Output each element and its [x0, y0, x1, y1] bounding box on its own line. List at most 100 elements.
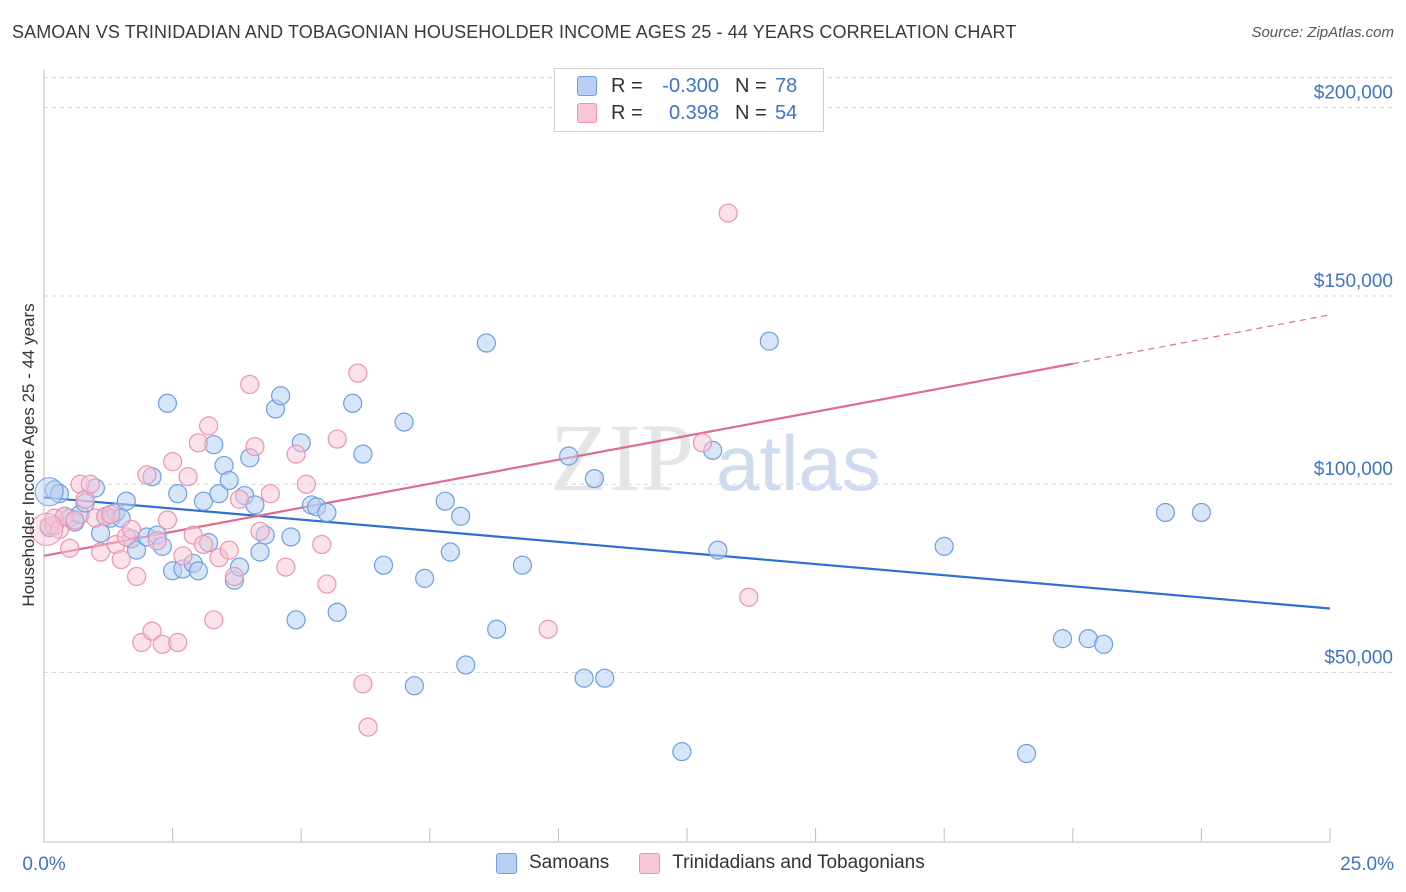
trinidadian-trend-extension — [1072, 314, 1331, 365]
watermark-atlas: atlas — [716, 419, 881, 507]
trinidadian-point — [142, 621, 162, 641]
samoan-point — [759, 331, 779, 351]
samoan-point — [373, 555, 394, 575]
samoan-point — [1016, 743, 1037, 764]
watermark: ZIP atlas — [550, 404, 881, 511]
trinidadian-point — [157, 510, 178, 530]
trinidadian-point — [163, 452, 183, 472]
samoan-point — [1052, 629, 1073, 649]
samoan-point — [934, 536, 954, 556]
samoan-point — [487, 619, 507, 639]
trinidadian-point — [229, 489, 250, 509]
samoan-point — [476, 333, 496, 353]
samoan-point — [584, 468, 605, 489]
x-tick-label: 25.0% — [1340, 854, 1394, 875]
samoan-point — [456, 655, 476, 675]
trinidadian-point — [240, 374, 260, 395]
samoan-point — [168, 484, 188, 504]
chart-title: SAMOAN VS TRINIDADIAN AND TOBAGONIAN HOU… — [12, 22, 1017, 42]
trinidadian-point — [60, 538, 80, 558]
trinidadian-point — [90, 542, 111, 562]
legend-label-trinidadians: Trinidadians and Tobagonians — [672, 852, 925, 873]
samoan-point — [512, 555, 532, 575]
trinidadian-point — [188, 433, 208, 453]
r-value: 0.398 — [668, 101, 719, 124]
trinidadian-point — [101, 504, 121, 524]
samoan-point — [193, 491, 214, 511]
samoan-point — [209, 484, 229, 504]
trinidadian-point — [168, 632, 188, 653]
trinidadian-trend-line — [43, 362, 1074, 557]
trinidadian-point — [199, 416, 219, 436]
samoan-point — [327, 602, 347, 622]
trinidadian-point — [111, 549, 131, 570]
trinidadian-point — [718, 203, 738, 223]
samoan-point — [559, 446, 579, 466]
legend-item-samoans[interactable]: Samoans — [496, 852, 609, 874]
samoans-swatch — [577, 76, 597, 96]
r-value: -0.300 — [662, 74, 719, 97]
samoan-point — [343, 393, 363, 413]
samoan-point — [1155, 502, 1175, 523]
trinidadian-point — [296, 474, 316, 494]
trinidadian-point — [173, 546, 193, 566]
trinidadian-point — [178, 467, 198, 487]
y-tick-label: $150,000 — [1314, 271, 1393, 292]
trinidadian-point — [348, 363, 368, 383]
samoan-point — [415, 568, 435, 588]
trinidadian-point — [538, 619, 558, 639]
samoan-point — [317, 502, 337, 523]
samoan-point — [440, 542, 460, 562]
trinidadian-point — [30, 512, 64, 546]
samoan-point — [451, 506, 471, 526]
y-tick-label: $200,000 — [1314, 83, 1393, 104]
trinidadian-point — [327, 429, 347, 449]
trend-lines — [43, 314, 1331, 610]
samoan-point — [394, 412, 414, 432]
trinidadian-point — [276, 557, 296, 577]
legend-item-trinidadians[interactable]: Trinidadians and Tobagonians — [639, 852, 925, 874]
trinidadian-point — [80, 474, 100, 494]
trinidadian-point — [250, 521, 270, 541]
n-label: N = — [735, 101, 767, 124]
tick-labels: $50,000 $100,000 $150,000 $200,000 0.0% 25.0% — [22, 83, 1394, 875]
y-tick-label: $100,000 — [1314, 459, 1393, 480]
n-value: 54 — [775, 101, 798, 124]
x-tick-label: 0.0% — [22, 854, 65, 875]
n-value: 78 — [775, 74, 798, 97]
y-axis-title: Householder Income Ages 25 - 44 years — [19, 303, 38, 606]
trinidadian-point — [692, 433, 713, 453]
trinidadian-point — [353, 674, 373, 694]
samoan-point — [188, 561, 208, 581]
samoans-swatch — [496, 852, 517, 874]
trinidadians-swatch — [577, 103, 597, 123]
r-label: R = — [611, 74, 643, 97]
samoan-point — [49, 484, 70, 504]
samoan-point — [271, 386, 291, 406]
trinidadian-point — [224, 566, 244, 587]
samoan-point — [595, 668, 615, 688]
trinidadian-point — [219, 540, 239, 560]
samoan-point — [250, 542, 270, 562]
trinidadians-swatch — [639, 852, 661, 874]
trinidadian-point — [245, 436, 265, 457]
trinidadian-point — [312, 534, 332, 555]
axes — [43, 70, 1331, 843]
grid-lines — [44, 77, 1394, 674]
samoan-point — [157, 393, 178, 413]
trinidadian-point — [147, 531, 167, 551]
samoan-point — [708, 540, 728, 560]
samoan-point — [672, 742, 692, 762]
legend-row-samoans: R = -0.300 N = 78 — [577, 73, 797, 99]
samoan-point — [353, 444, 373, 464]
trinidadian-point — [204, 610, 224, 630]
trinidadian-point — [286, 444, 306, 464]
correlation-legend: R = -0.300 N = 78 R = 0.398 N = 54 — [554, 68, 824, 132]
trinidadian-point — [126, 566, 147, 587]
source-credit: Source: ZipAtlas.com — [1251, 24, 1394, 41]
samoan-point — [34, 477, 64, 507]
legend-row-trinidadians: R = 0.398 N = 54 — [577, 100, 797, 126]
samoan-point — [286, 610, 306, 630]
trinidadian-point — [121, 519, 142, 540]
